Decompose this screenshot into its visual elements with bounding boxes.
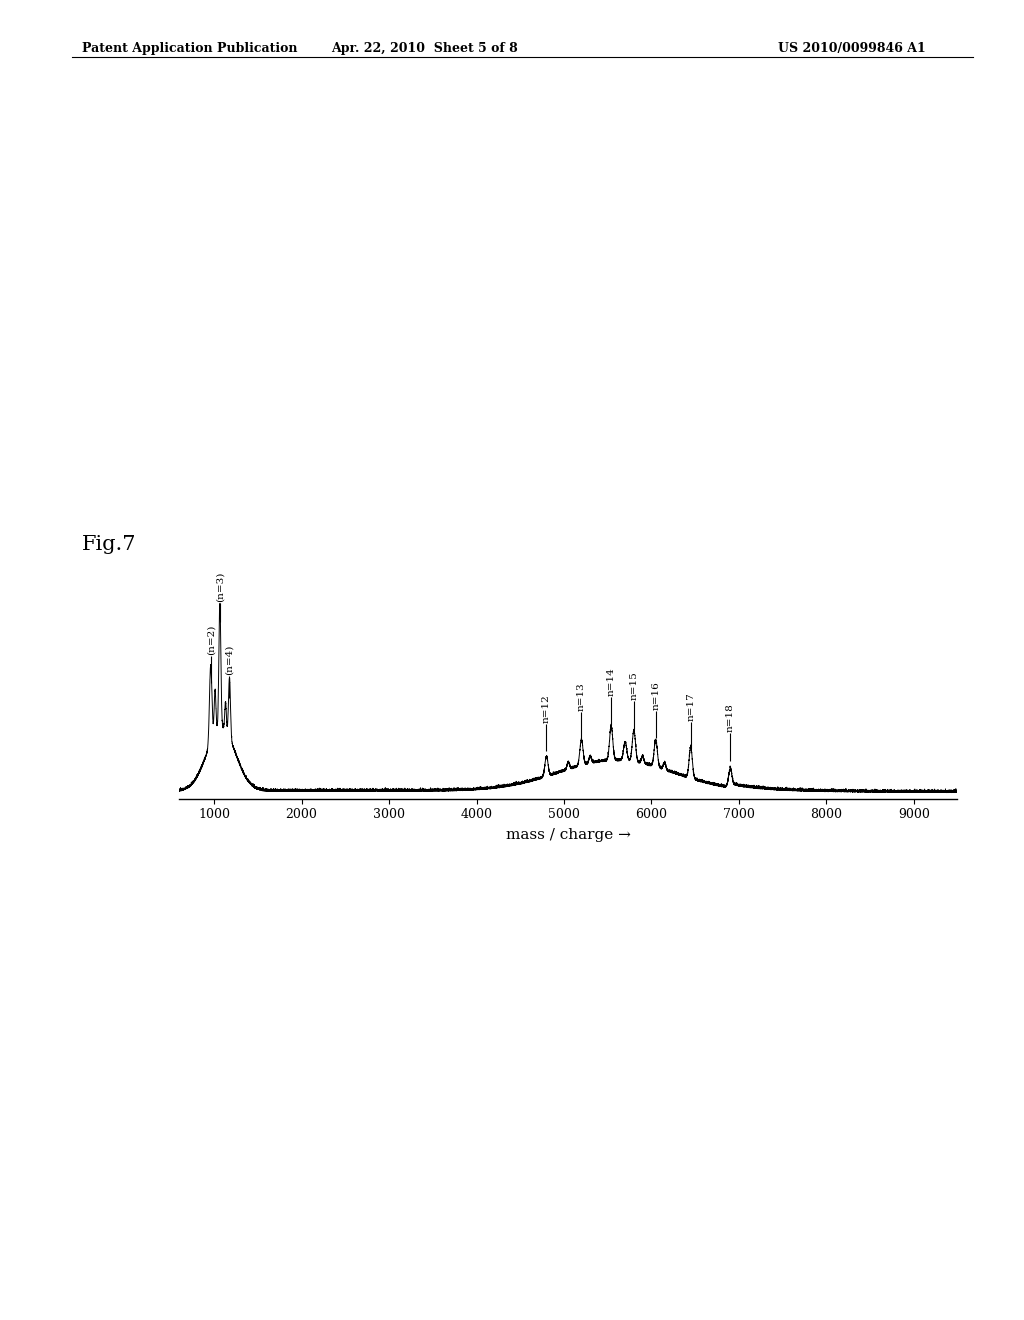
Text: n=14: n=14 [606,668,615,697]
Text: n=16: n=16 [651,681,660,710]
Text: (n=2): (n=2) [206,624,215,655]
Text: n=13: n=13 [577,682,586,711]
Text: (n=4): (n=4) [225,645,233,676]
X-axis label: mass / charge →: mass / charge → [506,828,631,842]
Text: US 2010/0099846 A1: US 2010/0099846 A1 [778,42,926,55]
Text: Apr. 22, 2010  Sheet 5 of 8: Apr. 22, 2010 Sheet 5 of 8 [332,42,518,55]
Text: n=18: n=18 [726,704,734,733]
Text: n=17: n=17 [686,692,695,721]
Text: Fig.7: Fig.7 [82,535,136,553]
Text: n=12: n=12 [542,694,551,723]
Text: (n=3): (n=3) [215,572,224,602]
Text: Patent Application Publication: Patent Application Publication [82,42,297,55]
Text: n=15: n=15 [630,672,638,700]
